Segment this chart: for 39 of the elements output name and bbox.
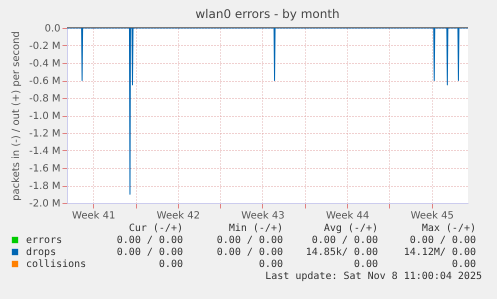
y-tick-label: -1.4 M: [29, 146, 60, 157]
y-tick-label: -1.2 M: [29, 128, 60, 140]
x-tick-label: Week 41: [72, 210, 116, 222]
y-tick-label: 0.0: [44, 24, 60, 34]
legend-label: errors: [26, 235, 62, 246]
text: 0.00 / 0.00: [216, 247, 283, 258]
x-tick-label: Week 45: [410, 210, 454, 222]
chart-title: wlan0 errors - by month: [195, 7, 340, 21]
text: Max (-/+): [422, 223, 476, 234]
x-tick-label: Week 43: [241, 210, 285, 222]
text: 14.12M/ 0.00: [404, 247, 476, 258]
y-axis-title: packets in (-) / out (+) per second: [11, 31, 22, 201]
text: 0.00 / 0.00: [312, 235, 378, 246]
legend-label: drops: [26, 247, 56, 258]
text: 0.00: [354, 259, 378, 270]
text: Min (-/+): [228, 223, 283, 234]
text: Avg (-/+): [324, 223, 378, 234]
y-tick-label: -2.0 M: [29, 198, 60, 210]
x-tick-label: Week 42: [156, 210, 200, 222]
text: Cur (-/+): [128, 223, 183, 234]
y-tick-label: -0.2 M: [29, 41, 60, 52]
text: 0.00: [258, 259, 283, 270]
text: 0.00 / 0.00: [116, 235, 183, 246]
text: 0.00 / 0.00: [216, 235, 283, 246]
y-tick-label: -1.0 M: [29, 111, 60, 122]
line-series: [67, 28, 468, 195]
text: 0.00 / 0.00: [116, 247, 183, 258]
text: 14.85k/ 0.00: [306, 247, 378, 258]
text: 0.00 / 0.00: [410, 235, 476, 246]
y-tick-label: -1.8 M: [29, 181, 60, 192]
y-tick-label: -0.6 M: [29, 76, 60, 87]
y-tick-label: -0.8 M: [29, 94, 60, 104]
y-tick-label: -0.4 M: [29, 58, 60, 70]
text: Last update: Sat Nov 8 11:00:04 2025: [265, 271, 482, 282]
text: 0.00: [452, 259, 476, 270]
x-tick-label: Week 44: [326, 210, 370, 222]
legend-label: collisions: [26, 259, 86, 270]
text: 0.00: [158, 259, 183, 270]
y-tick-label: -1.6 M: [29, 164, 60, 174]
